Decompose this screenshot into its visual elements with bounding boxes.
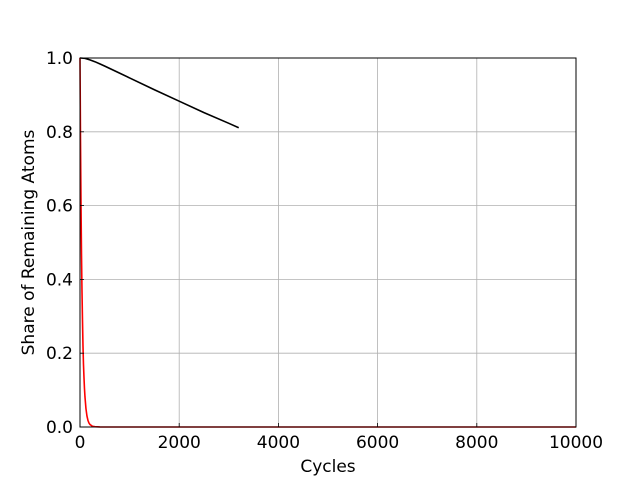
x-tick-label: 0 (75, 433, 86, 453)
x-tick-label: 2000 (158, 433, 201, 453)
plot-frame (79, 57, 577, 428)
x-tick-label: 6000 (356, 433, 399, 453)
y-axis-ticks: 0.0 0.2 0.4 0.6 0.8 1.0 (46, 49, 84, 438)
x-axis-label: Cycles (300, 457, 355, 477)
x-tick-label: 4000 (257, 433, 300, 453)
y-tick-label: 0.2 (46, 344, 73, 364)
y-tick-label: 0.4 (46, 270, 73, 290)
x-tick-label: 8000 (455, 433, 498, 453)
x-axis-ticks: 0 2000 4000 6000 8000 10000 (75, 423, 603, 453)
y-tick-label: 1.0 (46, 49, 73, 69)
y-axis-label: Share of Remaining Atoms (19, 129, 39, 355)
grid-lines (79, 57, 577, 428)
y-tick-label: 0.0 (46, 418, 73, 438)
y-tick-label: 0.6 (46, 197, 73, 217)
plot-series (79, 57, 576, 428)
x-tick-label: 10000 (549, 433, 603, 453)
y-tick-label: 0.8 (46, 123, 73, 143)
series-line-2 (79, 57, 576, 428)
series-line-1 (79, 57, 240, 129)
